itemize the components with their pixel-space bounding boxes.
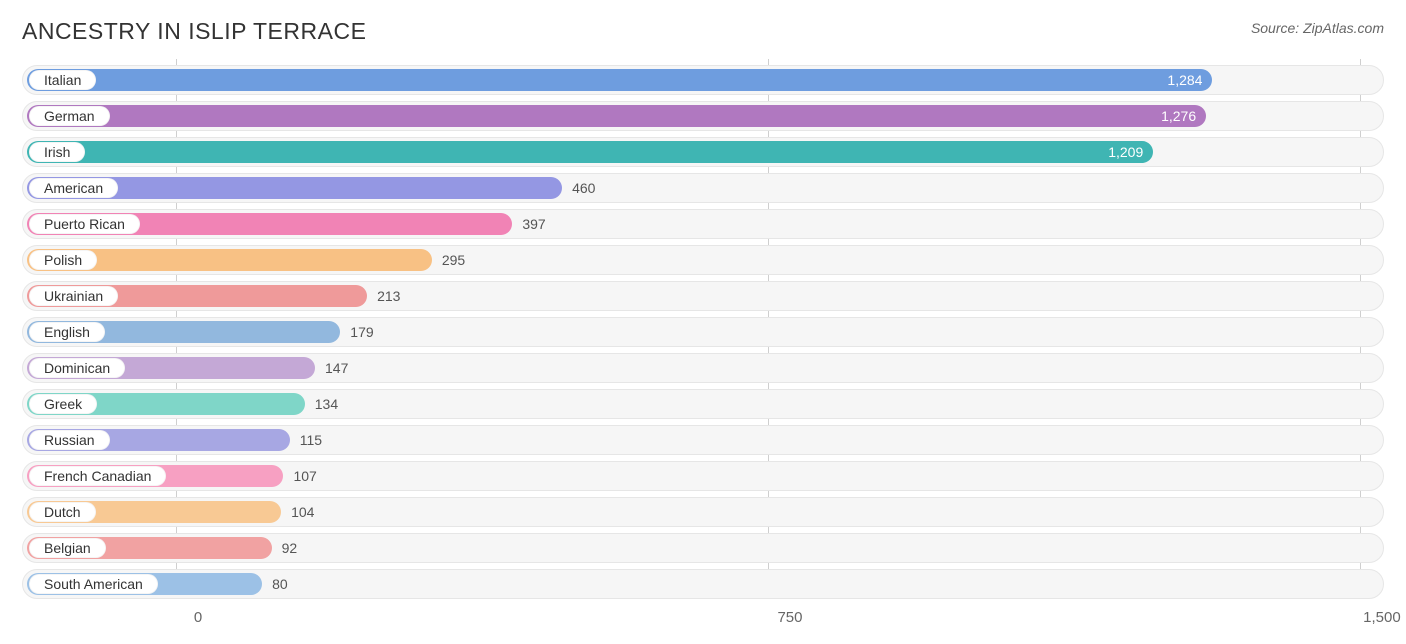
x-axis-label: 0 (194, 609, 202, 626)
value-label: 134 (315, 390, 338, 418)
bar-row: Italian 1,284 (22, 65, 1384, 95)
bar-row: English 179 (22, 317, 1384, 347)
category-pill: Italian (29, 70, 96, 90)
category-pill: Dominican (29, 358, 125, 378)
category-pill: American (29, 178, 118, 198)
bar-row: Polish 295 (22, 245, 1384, 275)
value-label: 397 (522, 210, 545, 238)
category-pill: Russian (29, 430, 110, 450)
bar (27, 105, 1206, 127)
bar-row: Greek 134 (22, 389, 1384, 419)
value-label: 1,284 (1167, 66, 1202, 94)
value-label: 460 (572, 174, 595, 202)
bar (27, 69, 1212, 91)
category-pill: French Canadian (29, 466, 166, 486)
value-label: 107 (293, 462, 316, 490)
value-label: 179 (350, 318, 373, 346)
value-label: 104 (291, 498, 314, 526)
bar-row: French Canadian 107 (22, 461, 1384, 491)
value-label: 295 (442, 246, 465, 274)
bar-row: American 460 (22, 173, 1384, 203)
bar-row: Russian 115 (22, 425, 1384, 455)
value-label: 213 (377, 282, 400, 310)
category-pill: Polish (29, 250, 97, 270)
value-label: 115 (300, 426, 322, 454)
category-pill: Greek (29, 394, 97, 414)
bar-row: Dutch 104 (22, 497, 1384, 527)
category-pill: Irish (29, 142, 85, 162)
value-label: 80 (272, 570, 288, 598)
bar-row: Irish 1,209 (22, 137, 1384, 167)
value-label: 1,209 (1108, 138, 1143, 166)
bar-row: Ukrainian 213 (22, 281, 1384, 311)
bar (27, 141, 1153, 163)
category-pill: South American (29, 574, 158, 594)
value-label: 147 (325, 354, 348, 382)
category-pill: Puerto Rican (29, 214, 140, 234)
bar-rows: Italian 1,284 German 1,276 Irish 1,209 America… (22, 65, 1384, 599)
value-label: 1,276 (1161, 102, 1196, 130)
chart-header: ANCESTRY IN ISLIP TERRACE Source: ZipAtl… (0, 0, 1406, 59)
chart-area: Italian 1,284 German 1,276 Irish 1,209 America… (0, 59, 1406, 633)
category-pill: English (29, 322, 105, 342)
x-axis: 07501,500 (22, 605, 1384, 633)
x-axis-label: 1,500 (1363, 609, 1401, 626)
chart-source: Source: ZipAtlas.com (1251, 18, 1384, 36)
chart-title: ANCESTRY IN ISLIP TERRACE (22, 18, 366, 45)
bar-row: Dominican 147 (22, 353, 1384, 383)
bar-row: German 1,276 (22, 101, 1384, 131)
bar-row: Belgian 92 (22, 533, 1384, 563)
value-label: 92 (282, 534, 298, 562)
bar-row: Puerto Rican 397 (22, 209, 1384, 239)
category-pill: Belgian (29, 538, 106, 558)
category-pill: Ukrainian (29, 286, 118, 306)
x-axis-label: 750 (777, 609, 802, 626)
category-pill: Dutch (29, 502, 96, 522)
category-pill: German (29, 106, 110, 126)
bar-row: South American 80 (22, 569, 1384, 599)
